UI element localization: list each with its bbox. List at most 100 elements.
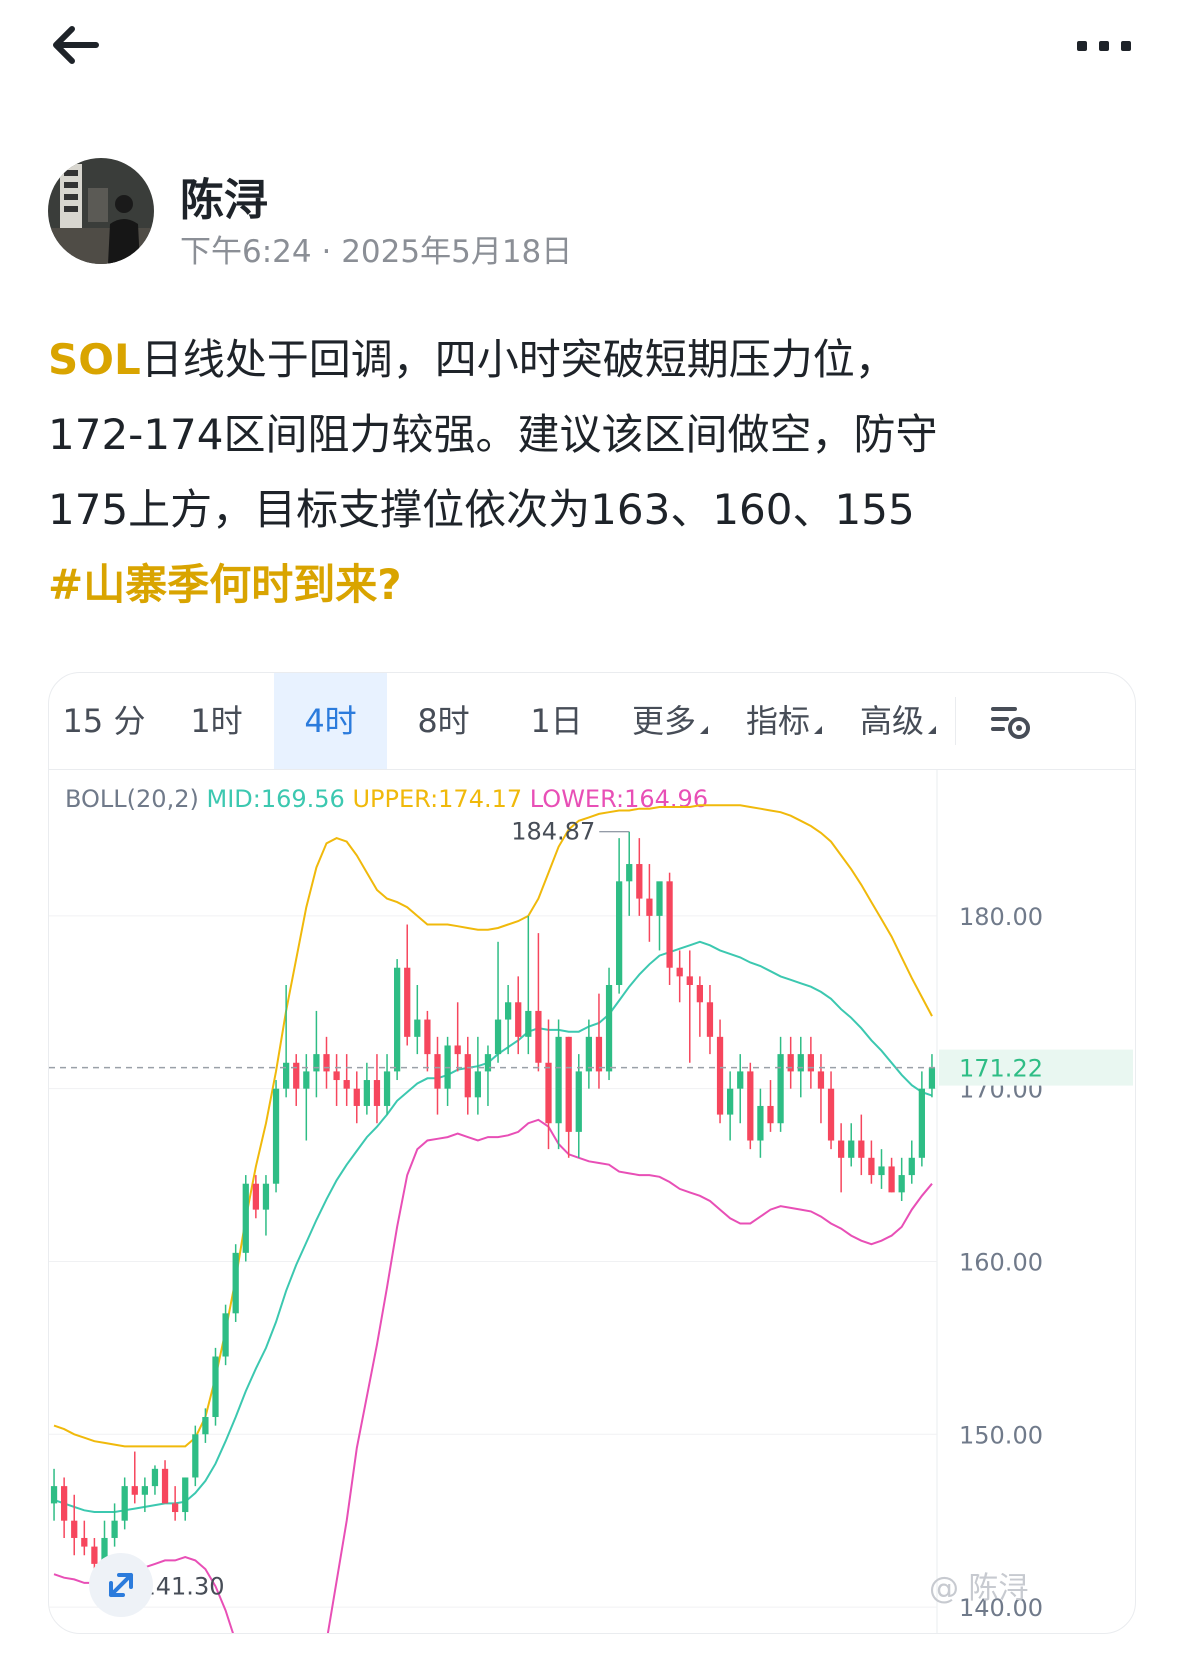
candle-body — [262, 1183, 270, 1210]
candle-body — [202, 1417, 209, 1435]
more-options-icon[interactable] — [1075, 30, 1135, 60]
candle-body — [373, 1080, 381, 1106]
candle-body — [858, 1140, 865, 1158]
candle-body — [131, 1486, 138, 1495]
expand-chart-button[interactable] — [89, 1553, 153, 1617]
caret-icon — [814, 726, 822, 734]
candle-body — [91, 1546, 98, 1564]
boll-legend: BOLL(20,2) MID:169.56 UPPER:174.17 LOWER… — [65, 785, 708, 813]
back-arrow-icon[interactable] — [46, 20, 106, 70]
candle-body — [706, 1002, 714, 1037]
candle-body — [535, 1010, 542, 1063]
post-text-1: 日线处于回调，四小时突破短期压力位， — [140, 335, 897, 384]
candle-body — [172, 1503, 179, 1513]
candle-body — [111, 1520, 118, 1538]
boll-mid: MID:169.56 — [206, 785, 345, 813]
candle-body — [646, 898, 653, 916]
candle-body — [61, 1486, 68, 1521]
candle-body — [464, 1054, 471, 1098]
candle-body — [121, 1486, 128, 1521]
post-line-2: 172-174区间阻力较强。建议该区间做空，防守 — [48, 410, 938, 459]
candle-body — [686, 976, 693, 985]
candle-body — [565, 1036, 572, 1132]
tab-1d[interactable]: 1日 — [530, 702, 583, 740]
candle-body — [343, 1080, 350, 1089]
candle-body — [222, 1313, 229, 1357]
candle-body — [161, 1468, 169, 1504]
candle-body — [242, 1183, 249, 1253]
separator-dot: · — [321, 234, 342, 270]
candle-body — [747, 1071, 754, 1141]
candle-body — [868, 1157, 875, 1176]
chart-settings-icon[interactable] — [989, 701, 1033, 741]
avatar[interactable] — [48, 158, 154, 264]
candle-body — [424, 1019, 431, 1055]
candle-body — [474, 1071, 481, 1098]
y-tick-label: 150.00 — [959, 1421, 1043, 1449]
candle-body — [767, 1105, 774, 1124]
top-bar — [0, 0, 1179, 100]
low-price-label: 141.30 — [141, 1573, 225, 1601]
candle-body — [515, 1002, 522, 1037]
hashtag-link[interactable]: #山寨季何时到来? — [48, 560, 402, 609]
candle-body — [908, 1157, 915, 1176]
candle-body — [383, 1071, 391, 1106]
tab-1h[interactable]: 1时 — [190, 702, 243, 740]
tab-more[interactable]: 更多 — [613, 673, 727, 769]
candle-body — [505, 1002, 512, 1020]
candle-body — [636, 864, 643, 899]
high-price-label: 184.87 — [511, 818, 595, 846]
post-date: 2025年5月18日 — [341, 234, 573, 270]
post-timestamp: 下午6:24 · 2025年5月18日 — [180, 226, 572, 271]
tab-advanced[interactable]: 高级 — [841, 673, 955, 769]
candle-body — [605, 985, 613, 1072]
y-tick-label: 180.00 — [959, 903, 1043, 931]
candle-body — [71, 1520, 78, 1538]
candle-body — [848, 1140, 855, 1158]
candle-body — [484, 1054, 492, 1072]
symbol-link[interactable]: SOL — [48, 335, 141, 384]
candle-body — [807, 1054, 814, 1072]
candle-body — [101, 1537, 108, 1564]
y-tick-label: 160.00 — [959, 1248, 1043, 1276]
candle-body — [928, 1067, 936, 1089]
timeframe-tabs: 15 分 1时 4时 8时 1日 更多 指标 高级 — [49, 673, 1135, 770]
tab-4h[interactable]: 4时 — [274, 673, 387, 769]
candle-body — [434, 1054, 441, 1089]
candle-body — [50, 1486, 58, 1504]
candle-body — [595, 1036, 603, 1072]
tab-8h[interactable]: 8时 — [417, 702, 470, 740]
candlestick-chart[interactable]: 180.00170.00160.00150.00140.00171.22184.… — [49, 769, 1135, 1633]
candle-body — [757, 1105, 764, 1141]
candle-body — [151, 1468, 159, 1487]
candle-body — [696, 985, 703, 1003]
caret-icon — [700, 726, 708, 734]
candle-body — [333, 1071, 340, 1081]
post-body: SOL日线处于回调，四小时突破短期压力位， 172-174区间阻力较强。建议该区… — [48, 322, 1138, 622]
candle-body — [575, 1071, 582, 1132]
post-line-1: SOL日线处于回调，四小时突破短期压力位， — [48, 322, 1138, 397]
post-line-3: 175上方，目标支撑位依次为163、160、155 — [48, 485, 915, 534]
candle-body — [878, 1166, 885, 1176]
candle-body — [616, 881, 623, 985]
tab-indicators[interactable]: 指标 — [727, 673, 841, 769]
current-price-tag — [939, 1049, 1133, 1086]
candle-body — [827, 1088, 835, 1141]
y-tick-label: 140.00 — [959, 1594, 1043, 1622]
boll-upper: UPPER:174.17 — [352, 785, 523, 813]
boll-upper-line — [53, 804, 933, 1448]
candle-body — [656, 881, 663, 916]
boll-label: BOLL(20,2) — [65, 785, 199, 813]
chart-card: 15 分 1时 4时 8时 1日 更多 指标 高级 BOLL(20,2) MID… — [48, 672, 1136, 1634]
candle-body — [817, 1071, 825, 1089]
candle-body — [727, 1088, 734, 1115]
candle-body — [212, 1356, 219, 1417]
caret-icon — [928, 726, 936, 734]
author-name[interactable]: 陈浔 — [180, 175, 268, 226]
candle-body — [737, 1071, 744, 1089]
candle-body — [898, 1175, 905, 1193]
tab-15m[interactable]: 15 分 — [62, 702, 146, 740]
post-time: 下午6:24 — [180, 234, 312, 270]
candle-body — [545, 1062, 552, 1124]
tab-indicators-label: 指标 — [745, 702, 810, 740]
